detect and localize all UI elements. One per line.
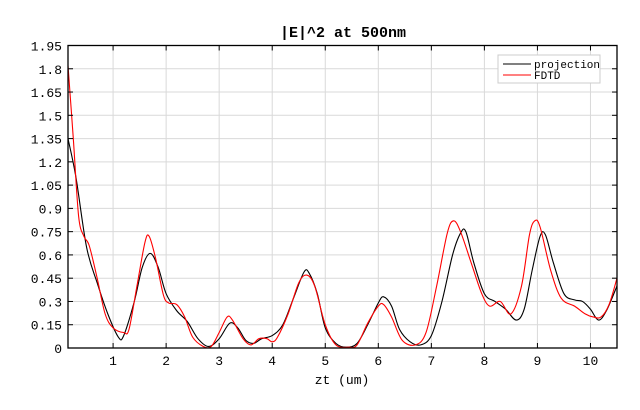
y-tick-label: 0 [54, 342, 62, 357]
y-tick-label: 1.05 [31, 179, 62, 194]
plot-frame [67, 44, 618, 349]
y-tick-label: 0.9 [39, 202, 62, 217]
x-tick-label: 6 [374, 354, 382, 369]
x-tick-label: 5 [321, 354, 329, 369]
series-line-projection [68, 138, 617, 348]
y-tick-label: 1.65 [31, 86, 62, 101]
x-tick-label: 9 [534, 354, 542, 369]
chart-title: |E|^2 at 500nm [280, 25, 406, 42]
legend: projection FDTD [497, 54, 601, 84]
x-tick-label: 2 [162, 354, 170, 369]
y-tick-label: 1.5 [39, 109, 62, 124]
y-tick-label: 0.45 [31, 272, 62, 287]
legend-label-fdtd: FDTD [534, 71, 561, 83]
ticks: 1 2 3 4 5 6 7 8 9 10 0 0.15 0.3 0.45 0.6 0.75 0.9 1.05 1.2… [31, 40, 617, 369]
legend-box [497, 54, 601, 84]
x-tick-label: 10 [583, 354, 599, 369]
y-tick-label: 1.2 [39, 156, 62, 171]
x-tick-label: 8 [480, 354, 488, 369]
y-tick-label: 0.6 [39, 249, 62, 264]
y-tick-label: 1.35 [31, 133, 62, 148]
series-line-fdtd [68, 65, 617, 348]
x-axis-label: zt (um) [315, 373, 370, 388]
x-tick-label: 4 [268, 354, 276, 369]
x-tick-label: 7 [427, 354, 435, 369]
y-tick-label: 0.15 [31, 319, 62, 334]
y-tick-label: 1.8 [39, 63, 62, 78]
grid [68, 45, 617, 349]
y-tick-label: 1.95 [31, 40, 62, 55]
x-tick-label: 1 [109, 354, 117, 369]
series-group [68, 65, 617, 348]
legend-label-projection: projection [534, 60, 600, 72]
x-tick-label: 3 [215, 354, 223, 369]
y-tick-label: 0.3 [39, 295, 62, 310]
y-tick-label: 0.75 [31, 226, 62, 241]
